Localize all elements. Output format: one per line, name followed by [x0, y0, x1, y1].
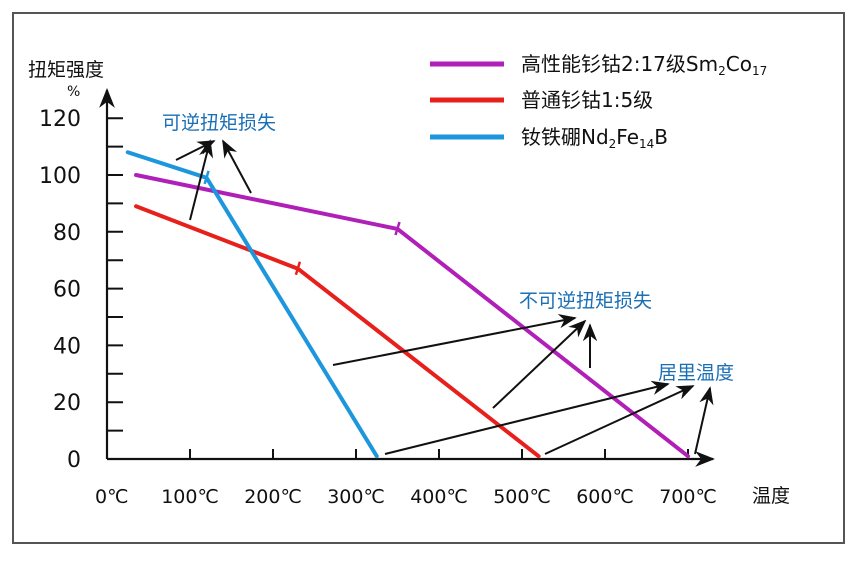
x-axis-label: 温度	[752, 485, 790, 507]
y-tick-label: 80	[53, 221, 81, 246]
series-knee-mark-smco5	[294, 261, 302, 276]
y-tick-label: 100	[39, 164, 81, 189]
y-tick-label: 0	[67, 448, 81, 473]
x-tick-label: 0℃	[95, 486, 128, 508]
curie-temperature-annotation: 居里温度	[658, 362, 734, 384]
y-axis-unit: %	[67, 84, 80, 100]
legend-label-sm2co17: 高性能钐钴2:17级Sm2Co17	[521, 52, 767, 78]
axes	[99, 88, 715, 467]
annotation-arrows	[175, 139, 714, 455]
annotation-arrow-8	[544, 385, 695, 455]
y-tick-label: 20	[53, 391, 81, 416]
chart-border	[12, 12, 845, 544]
x-tick-label: 300℃	[327, 486, 385, 508]
y-tick-label: 60	[53, 278, 81, 303]
y-tick-label: 40	[53, 334, 81, 359]
reversible-loss-annotation: 可逆扭矩损失	[162, 112, 276, 134]
series-knee-mark-sm2co17	[394, 221, 401, 236]
legend: 高性能钐钴2:17级Sm2Co17 普通钐钴1:5级 钕铁硼Nd2Fe14B	[430, 52, 767, 151]
x-tick-label: 200℃	[244, 486, 302, 508]
series-knee-mark-ndfeb	[203, 170, 210, 185]
series-lines	[125, 150, 690, 459]
annotation-arrow-7	[384, 380, 670, 455]
legend-label-ndfeb: 钕铁硼Nd2Fe14B	[521, 125, 668, 151]
annotation-arrow-2	[189, 139, 214, 221]
series-line-smco5	[134, 204, 541, 459]
x-tick-label: 700℃	[659, 486, 717, 508]
annotation-arrow-3	[222, 139, 252, 194]
x-tick-label: 600℃	[576, 486, 634, 508]
x-tick-label: 100℃	[161, 486, 219, 508]
annotation-arrow-5	[492, 319, 587, 409]
y-tick-label: 120	[39, 107, 81, 132]
tick-marks: 0 20 40 60 80 100 120 0℃ 100℃ 200℃ 300℃ 400℃ 500℃ 600…	[39, 107, 717, 508]
x-tick-label: 500℃	[493, 486, 551, 508]
irreversible-loss-annotation: 不可逆扭矩损失	[519, 290, 652, 312]
annotation-arrow-4	[332, 314, 577, 366]
annotation-arrow-9	[694, 386, 714, 455]
legend-label-smco5: 普通钐钴1:5级	[521, 88, 653, 112]
y-axis-label: 扭矩强度	[28, 59, 104, 81]
series-line-sm2co17	[134, 173, 690, 459]
x-tick-label: 400℃	[410, 486, 468, 508]
